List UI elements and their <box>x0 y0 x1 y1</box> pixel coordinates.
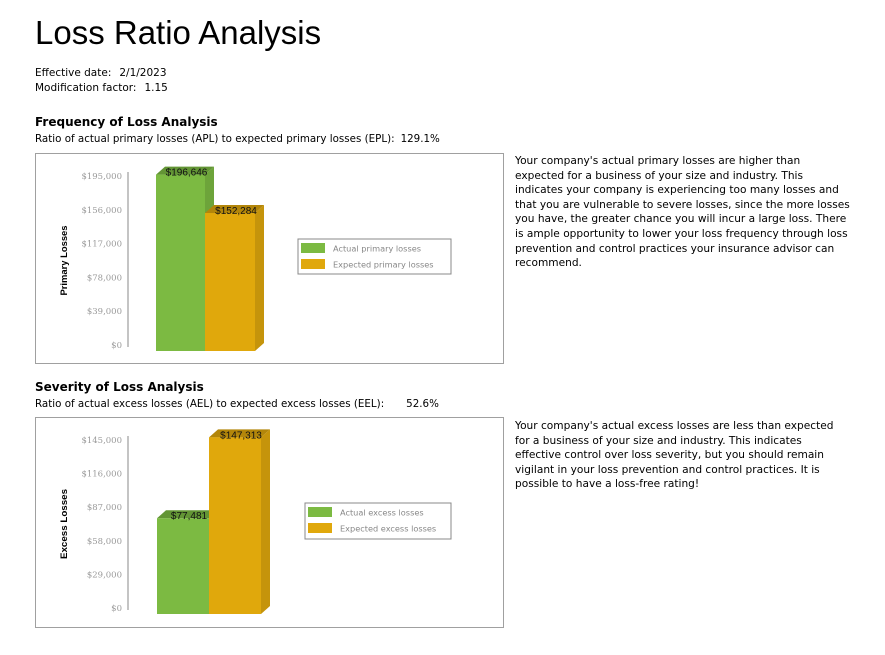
severity-chart: $0 $29,000 $58,000 $87,000 $116,000 $145,000 E… <box>35 417 504 628</box>
legend-label: Actual primary losses <box>333 244 421 254</box>
bar-data-label: $152,284 <box>215 206 257 217</box>
y-tick-label: $117,000 <box>81 240 122 250</box>
y-axis-title: Excess Losses <box>59 489 70 559</box>
bar-1 <box>205 213 255 351</box>
modification-factor-value: 1.15 <box>144 82 168 94</box>
severity-ratio-label: Ratio of actual excess losses (AEL) to e… <box>35 398 385 410</box>
legend-label: Expected excess losses <box>340 524 436 534</box>
y-tick-label: $0 <box>111 604 122 614</box>
bar-data-label: $147,313 <box>220 430 262 441</box>
frequency-title: Frequency of Loss Analysis <box>35 115 218 129</box>
effective-date: Effective date: 2/1/2023 <box>35 67 167 79</box>
legend-swatch <box>301 259 325 269</box>
modification-factor: Modification factor: 1.15 <box>35 82 168 94</box>
y-tick-label: $29,000 <box>87 570 122 580</box>
y-tick-label: $145,000 <box>81 436 122 446</box>
effective-date-label: Effective date: <box>35 67 112 79</box>
y-tick-label: $0 <box>111 341 122 351</box>
bar-data-label: $77,481 <box>171 511 208 522</box>
severity-title: Severity of Loss Analysis <box>35 380 204 394</box>
severity-chart-svg: $0 $29,000 $58,000 $87,000 $116,000 $145,000 E… <box>59 429 452 614</box>
frequency-ratio: Ratio of actual primary losses (APL) to … <box>35 133 440 145</box>
legend-label: Actual excess losses <box>340 508 424 518</box>
y-tick-label: $156,000 <box>81 206 122 216</box>
y-tick-label: $58,000 <box>87 537 122 547</box>
bar-top-1 <box>205 205 264 214</box>
modification-factor-label: Modification factor: <box>35 82 137 94</box>
frequency-chart: $0 $39,000 $78,000 $117,000 $156,000 $195,000… <box>35 153 504 364</box>
page-title: Loss Ratio Analysis <box>35 14 322 51</box>
frequency-ratio-label: Ratio of actual primary losses (APL) to … <box>35 133 395 145</box>
severity-description: Your company's actual excess losses are … <box>515 420 834 491</box>
bar-data-label: $196,646 <box>166 168 208 179</box>
severity-ratio: Ratio of actual excess losses (AEL) to e… <box>35 398 439 410</box>
legend-label: Expected primary losses <box>333 260 434 270</box>
y-tick-label: $116,000 <box>81 470 122 480</box>
bar-top-0 <box>156 166 214 175</box>
y-axis-title: Primary Losses <box>59 226 70 296</box>
frequency-description: Your company's actual primary losses are… <box>515 155 850 270</box>
y-tick-label: $39,000 <box>87 307 122 317</box>
bar-1 <box>209 437 261 614</box>
y-tick-label: $78,000 <box>87 273 122 283</box>
legend-swatch <box>308 507 332 517</box>
y-tick-label: $87,000 <box>87 503 122 513</box>
bar-side-1 <box>261 429 270 614</box>
bar-side-1 <box>255 205 264 351</box>
legend-swatch <box>308 523 332 533</box>
frequency-chart-svg: $0 $39,000 $78,000 $117,000 $156,000 $195,000… <box>59 166 452 351</box>
legend-swatch <box>301 243 325 253</box>
bar-top-1 <box>209 429 270 438</box>
effective-date-value: 2/1/2023 <box>119 67 167 79</box>
bar-top-0 <box>157 510 218 519</box>
frequency-ratio-value: 129.1% <box>400 133 440 145</box>
y-tick-label: $195,000 <box>81 172 122 182</box>
bar-0 <box>156 174 205 351</box>
severity-ratio-value: 52.6% <box>406 398 439 410</box>
bar-0 <box>157 518 209 614</box>
